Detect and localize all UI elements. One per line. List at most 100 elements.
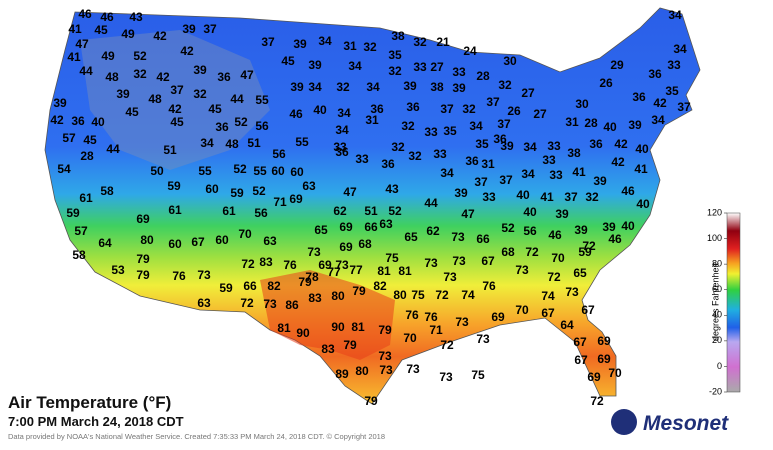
station-temp: 36 [589,137,603,151]
station-temp: 72 [590,394,604,408]
station-temp: 68 [501,245,515,259]
station-temp: 90 [331,320,345,334]
station-temp: 35 [665,84,679,98]
station-temp: 39 [403,79,417,93]
station-temp: 34 [348,59,362,73]
station-temp: 42 [168,102,182,116]
station-temp: 52 [501,221,515,235]
station-temp: 37 [440,102,454,116]
station-temp: 33 [482,190,496,204]
station-temp: 69 [136,212,150,226]
station-temp: 39 [555,207,569,221]
colorbar-tick-label: 40 [712,310,722,320]
station-temp: 70 [608,366,622,380]
station-temp: 79 [136,268,150,282]
timestamp: 7:00 PM March 24, 2018 CDT [8,414,184,429]
station-temp: 42 [611,155,625,169]
station-temp: 52 [133,49,147,63]
station-temp: 42 [614,137,628,151]
station-temp: 73 [406,362,420,376]
station-temp: 36 [632,90,646,104]
station-temp: 66 [243,279,257,293]
station-temp: 39 [193,63,207,77]
station-temp: 32 [193,87,207,101]
station-temp: 60 [205,182,219,196]
station-temp: 36 [335,145,349,159]
station-temp: 56 [254,206,268,220]
colorbar-tick-label: 100 [707,233,722,243]
station-temp: 37 [203,22,217,36]
station-temp: 71 [273,195,287,209]
colorbar-tick-label: 120 [707,207,722,217]
station-temp: 76 [172,269,186,283]
station-temp: 41 [68,22,82,36]
station-temp: 64 [560,318,574,332]
station-temp: 41 [540,190,554,204]
station-temp: 34 [523,140,537,154]
station-temp: 82 [373,279,387,293]
station-temp: 45 [208,102,222,116]
station-temp: 42 [653,96,667,110]
station-temp: 53 [111,263,125,277]
station-temp: 36 [381,157,395,171]
station-temp: 47 [75,37,89,51]
station-temp: 83 [259,255,273,269]
station-temp: 31 [565,115,579,129]
station-temp: 27 [430,60,444,74]
station-temp: 61 [222,204,236,218]
station-temp: 49 [121,27,135,41]
station-temp: 55 [253,164,267,178]
station-temp: 34 [469,119,483,133]
station-temp: 73 [443,270,457,284]
station-temp: 36 [370,102,384,116]
station-temp: 38 [430,80,444,94]
station-temp: 52 [388,204,402,218]
station-temp: 28 [584,116,598,130]
station-temp: 39 [293,37,307,51]
station-temp: 67 [581,303,595,317]
station-temp: 64 [98,236,112,250]
station-temp: 76 [283,258,297,272]
station-temp: 36 [648,67,662,81]
station-temp: 58 [100,184,114,198]
station-temp: 65 [573,266,587,280]
station-temp: 63 [197,296,211,310]
station-temp: 36 [406,100,420,114]
station-temp: 73 [565,285,579,299]
station-temp: 34 [337,106,351,120]
station-temp: 75 [471,368,485,382]
colorbar-tick-label: 80 [712,259,722,269]
station-temp: 26 [507,104,521,118]
station-temp: 37 [564,190,578,204]
us-map [44,7,701,405]
station-temp: 30 [575,97,589,111]
station-temp: 73 [515,263,529,277]
station-temp: 34 [673,42,687,56]
station-temp: 74 [461,288,475,302]
station-temp: 76 [482,279,496,293]
station-temp: 67 [541,306,555,320]
station-temp: 65 [404,230,418,244]
station-temp: 31 [343,39,357,53]
station-temp: 73 [263,297,277,311]
credit: Data provided by NOAA's National Weather… [8,432,385,441]
station-temp: 40 [603,120,617,134]
station-temp: 34 [366,80,380,94]
station-temp: 72 [525,245,539,259]
station-temp: 40 [621,219,635,233]
station-temp: 32 [391,140,405,154]
colorbar-tick-label: 60 [712,284,722,294]
station-temp: 45 [125,105,139,119]
station-temp: 32 [388,64,402,78]
station-temp: 42 [180,44,194,58]
station-temp: 69 [339,220,353,234]
station-temp: 36 [215,120,229,134]
station-temp: 40 [523,205,537,219]
station-temp: 60 [290,165,304,179]
station-temp: 66 [476,232,490,246]
station-temp: 56 [255,119,269,133]
station-temp: 44 [424,196,438,210]
station-temp: 32 [336,80,350,94]
station-temp: 32 [408,149,422,163]
station-temp: 37 [474,175,488,189]
